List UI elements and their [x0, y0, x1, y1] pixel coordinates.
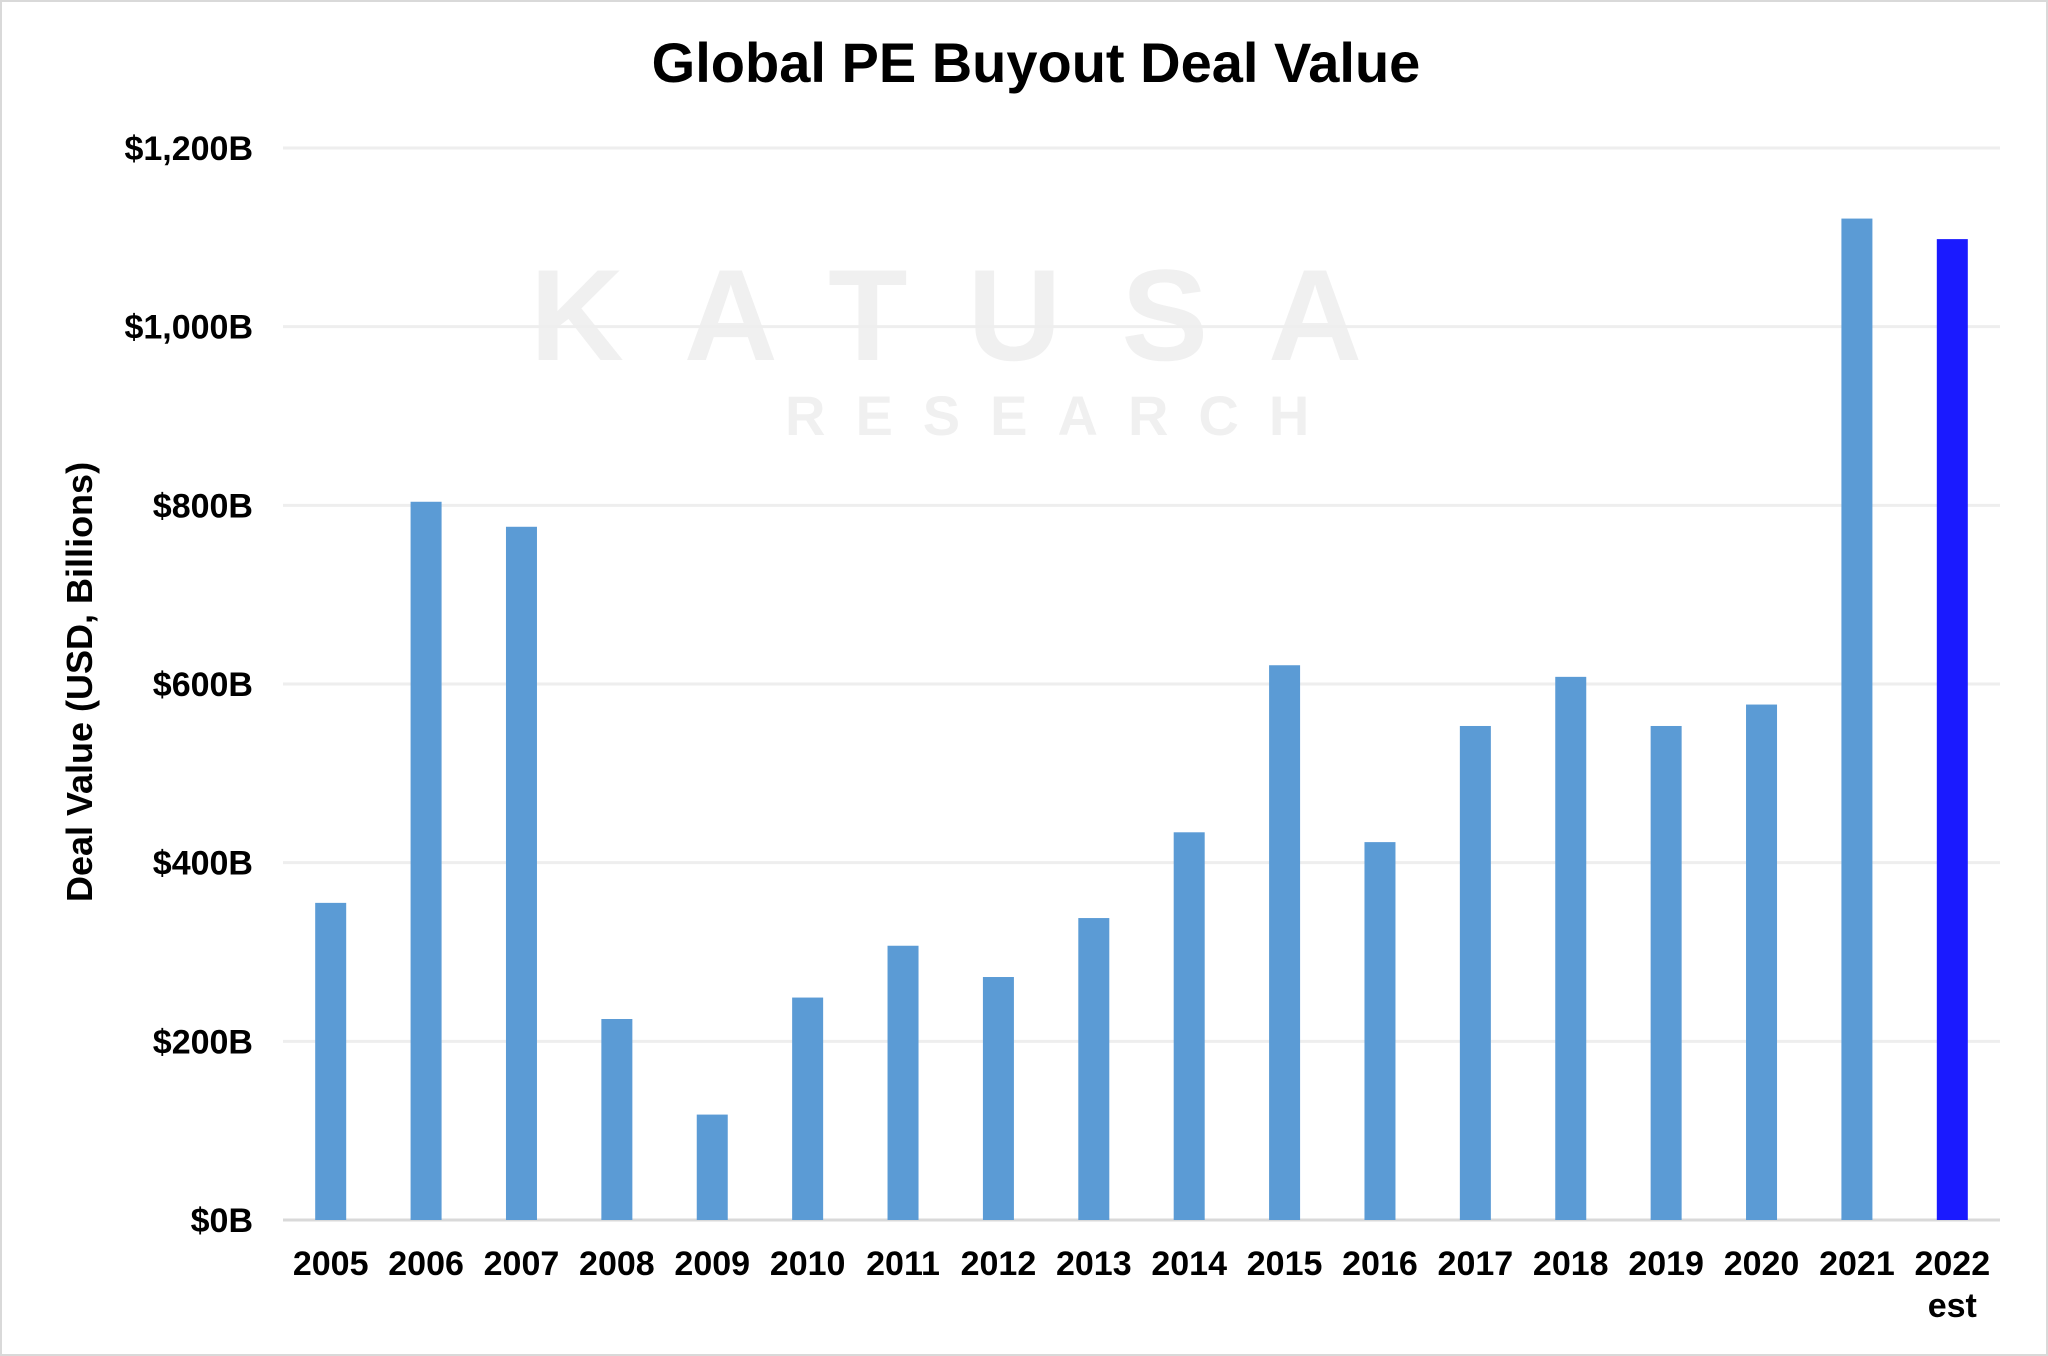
- x-tick-label: 2021: [1819, 1245, 1895, 1283]
- x-tick-label: 2011: [866, 1245, 940, 1283]
- x-tick-label: 2017: [1438, 1245, 1514, 1283]
- y-tick-label: $400B: [153, 845, 253, 883]
- x-tick-label: 2018: [1533, 1245, 1609, 1283]
- x-tick-label: 2019: [1628, 1245, 1704, 1283]
- bar-2007: [505, 526, 537, 1220]
- bar-2016: [1364, 842, 1396, 1220]
- watermark: KATUSA RESEARCH: [530, 242, 1422, 447]
- bar-2015: [1269, 665, 1301, 1220]
- bar-2011: [887, 945, 919, 1220]
- y-tick-label: $1,200B: [124, 130, 253, 168]
- bar-2014: [1173, 832, 1205, 1220]
- bar-2018: [1555, 676, 1587, 1220]
- y-tick-label: $200B: [153, 1023, 253, 1061]
- watermark-brand: KATUSA: [530, 242, 1422, 388]
- x-tick-label: 2020: [1724, 1245, 1800, 1283]
- y-tick-label: $600B: [153, 666, 253, 704]
- x-tick-label: 2012: [961, 1245, 1037, 1283]
- x-tick-label: 2008: [579, 1245, 655, 1283]
- bar-2005: [315, 902, 347, 1220]
- bar-2009: [696, 1114, 728, 1220]
- y-tick-label: $800B: [153, 487, 253, 525]
- x-tick-label: 2015: [1247, 1245, 1323, 1283]
- chart-title: Global PE Buyout Deal Value: [652, 31, 1421, 94]
- x-tick-label: 2016: [1342, 1245, 1418, 1283]
- bar-2013: [1078, 918, 1110, 1220]
- x-tick-label: 2007: [484, 1245, 560, 1283]
- bar-2021: [1841, 218, 1873, 1220]
- bar-2008: [601, 1019, 633, 1220]
- bar-2012: [982, 977, 1014, 1220]
- x-tick-label: 2010: [770, 1245, 846, 1283]
- x-tick-label: 2022: [1914, 1245, 1990, 1283]
- bar-2006: [410, 501, 442, 1220]
- bar-2019: [1650, 725, 1682, 1220]
- bar-2017: [1459, 725, 1491, 1220]
- bar-2020: [1746, 704, 1778, 1220]
- x-tick-label: 2005: [293, 1245, 369, 1283]
- y-axis-label: Deal Value (USD, Billions): [59, 462, 100, 902]
- x-tick-label: 2009: [674, 1245, 750, 1283]
- y-tick-label: $1,000B: [124, 309, 253, 347]
- x-tick-label: est: [1928, 1287, 1977, 1325]
- bar-2022: [1936, 239, 1968, 1220]
- x-tick-label: 2013: [1056, 1245, 1132, 1283]
- x-tick-label: 2014: [1151, 1245, 1227, 1283]
- bar-2010: [792, 997, 824, 1220]
- watermark-sub: RESEARCH: [785, 384, 1339, 447]
- x-tick-label: 2006: [388, 1245, 464, 1283]
- y-tick-label: $0B: [191, 1202, 253, 1240]
